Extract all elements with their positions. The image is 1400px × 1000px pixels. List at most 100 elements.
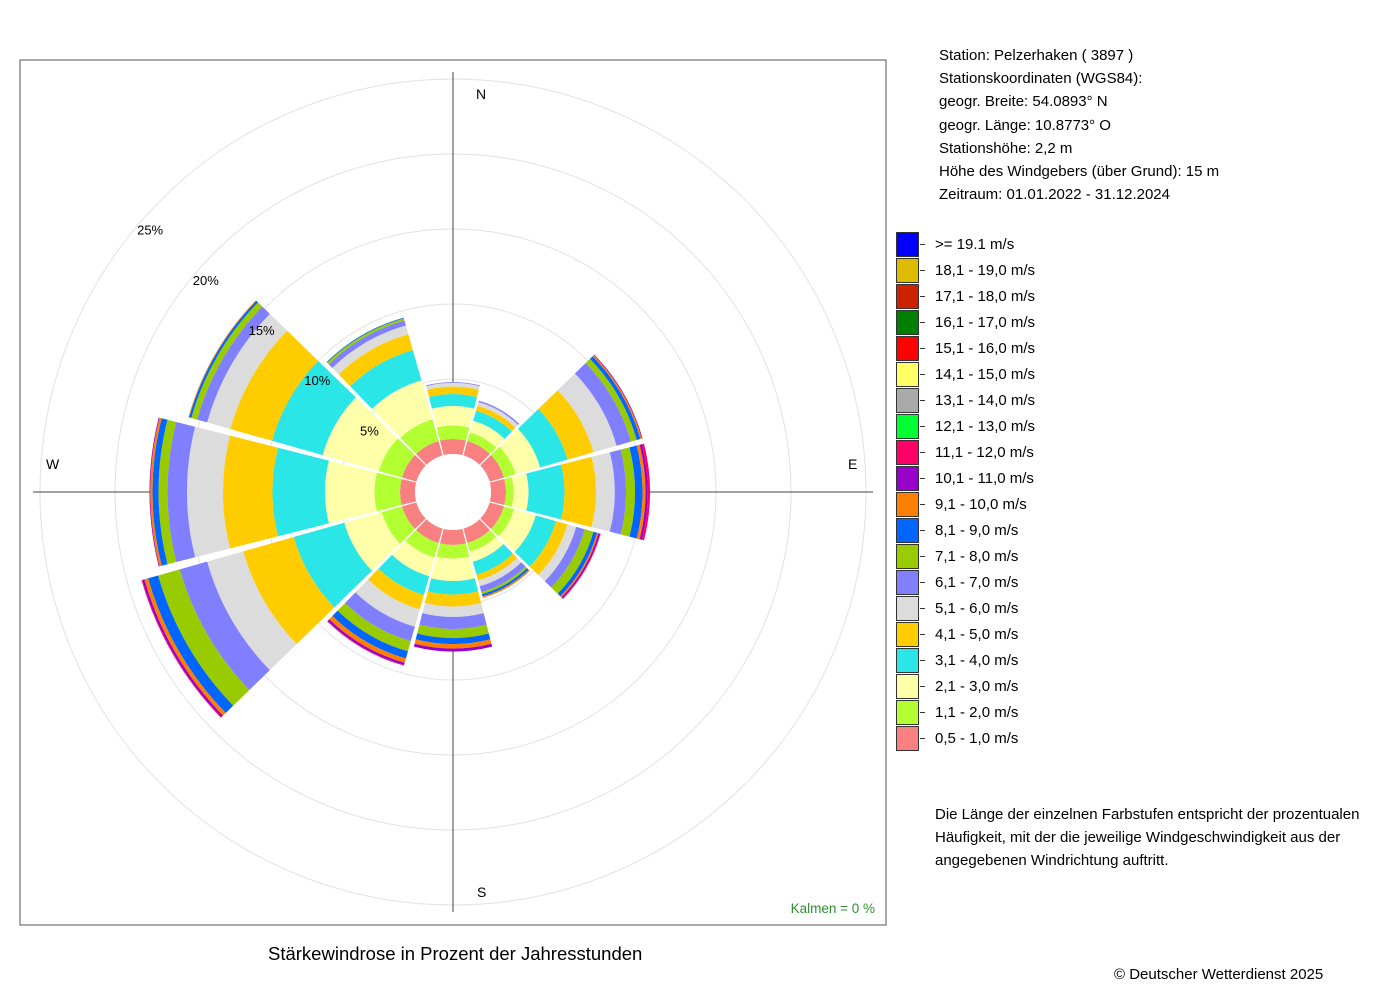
wedge-segment-sso-5 bbox=[478, 557, 522, 587]
wedge-segment-wsw-3 bbox=[293, 522, 372, 608]
wedge-segment-wsw-0 bbox=[402, 502, 426, 529]
wedge-segment-w-2 bbox=[324, 460, 377, 524]
legend-swatch bbox=[896, 414, 919, 439]
legend-label: 17,1 - 18,0 m/s bbox=[935, 288, 1036, 305]
legend-swatch bbox=[896, 310, 919, 335]
radial-tick-label-5: 5% bbox=[360, 423, 379, 438]
wedge-segment-nnw-1 bbox=[400, 419, 439, 454]
wedge-segment-s-8 bbox=[415, 633, 491, 645]
legend-tick bbox=[920, 504, 925, 505]
wedge-segment-ono-4 bbox=[538, 390, 594, 460]
legend-tick bbox=[920, 400, 925, 401]
wedge-segment-ssw-0 bbox=[416, 519, 443, 543]
radial-tick-label-15: 15% bbox=[249, 323, 275, 338]
compass-east: E bbox=[848, 456, 857, 472]
wedge-segment-n-3 bbox=[428, 393, 478, 409]
wedge-segment-o-9 bbox=[636, 444, 646, 540]
legend-swatch bbox=[896, 648, 919, 673]
station-name: Station: Pelzerhaken ( 3897 ) bbox=[939, 47, 1134, 64]
wedge-segment-nno-0 bbox=[463, 441, 490, 465]
legend-swatch bbox=[896, 700, 919, 725]
wedge-segment-oso-6 bbox=[544, 526, 585, 588]
wedge-segment-o-5 bbox=[591, 452, 615, 532]
wedge-segment-s-1 bbox=[436, 543, 470, 559]
wedge-segment-nno-2 bbox=[469, 420, 505, 448]
legend-tick bbox=[920, 374, 925, 375]
wedge-segment-nnw-4 bbox=[338, 334, 413, 387]
wedge-segment-nno-3 bbox=[473, 410, 512, 439]
wedge-segment-o-11 bbox=[641, 443, 651, 541]
wedge-segment-n-5 bbox=[426, 382, 480, 390]
wedge-segment-oso-4 bbox=[529, 521, 568, 575]
wedge-segment-wsw-4 bbox=[243, 537, 335, 644]
wedge-segment-nno-6 bbox=[478, 400, 520, 425]
wedge-segment-wsw-5 bbox=[207, 551, 297, 671]
compass-west: W bbox=[46, 456, 60, 472]
legend-tick bbox=[920, 634, 925, 635]
legend-swatch bbox=[896, 284, 919, 309]
calm-circle bbox=[415, 454, 491, 530]
wedge-segment-oso-8 bbox=[557, 531, 598, 597]
wedge-segment-ono-0 bbox=[480, 455, 504, 482]
note-line-3: angegebenen Windrichtung auftritt. bbox=[935, 852, 1169, 869]
wedge-segment-s-6 bbox=[419, 613, 487, 629]
legend-label: 9,1 - 10,0 m/s bbox=[935, 496, 1027, 513]
wedge-segment-oso-5 bbox=[538, 524, 577, 582]
wedge-segment-sso-8 bbox=[481, 568, 529, 597]
legend-label: 15,1 - 16,0 m/s bbox=[935, 340, 1036, 357]
direction-wedges bbox=[141, 300, 651, 718]
note-line-2: Häufigkeit, mit der die jeweilige Windge… bbox=[935, 829, 1341, 846]
legend-tick bbox=[920, 270, 925, 271]
wedge-segment-sso-1 bbox=[467, 530, 497, 552]
legend-tick bbox=[920, 452, 925, 453]
wedge-segment-nnw-3 bbox=[350, 350, 422, 409]
legend-label: 1,1 - 2,0 m/s bbox=[935, 704, 1019, 721]
legend-label: 14,1 - 15,0 m/s bbox=[935, 366, 1036, 383]
wedge-segment-nnw-2 bbox=[372, 380, 433, 438]
wind-rose-chart: N E S W 5% 10% 15% 20% 25% Kalmen = 0 % bbox=[19, 59, 887, 926]
legend-label: 10,1 - 11,0 m/s bbox=[935, 470, 1034, 487]
legend-label: 3,1 - 4,0 m/s bbox=[935, 652, 1019, 669]
chart-labels: N E S W 5% 10% 15% 20% 25% Kalmen = 0 % bbox=[46, 86, 875, 916]
wedge-segment-w-4 bbox=[223, 435, 279, 549]
wedge-segment-wnw-3 bbox=[272, 360, 356, 456]
legend-tick bbox=[920, 712, 925, 713]
wedge-segment-o-10 bbox=[639, 444, 648, 540]
wedge-segment-w-7 bbox=[158, 419, 177, 565]
wedge-segment-sso-7 bbox=[481, 566, 528, 595]
wedge-segment-ssw-4 bbox=[367, 568, 424, 610]
wedge-segment-o-4 bbox=[561, 456, 596, 528]
legend-swatch bbox=[896, 388, 919, 413]
legend-tick bbox=[920, 296, 925, 297]
wedge-segment-wnw-0 bbox=[402, 455, 426, 482]
radial-tick-label-25: 25% bbox=[137, 223, 163, 238]
copyright: © Deutscher Wetterdienst 2025 bbox=[1114, 966, 1324, 983]
legend-swatch bbox=[896, 570, 919, 595]
legend-swatch bbox=[896, 258, 919, 283]
wedge-segment-o-3 bbox=[526, 464, 565, 520]
legend-label: 7,1 - 8,0 m/s bbox=[935, 548, 1019, 565]
legend-tick bbox=[920, 348, 925, 349]
compass-south: S bbox=[477, 884, 486, 900]
legend-tick bbox=[920, 556, 925, 557]
wedge-segment-sso-0 bbox=[463, 519, 490, 543]
wedge-segment-nnw-0 bbox=[416, 441, 443, 465]
legend-swatch bbox=[896, 674, 919, 699]
legend-swatch bbox=[896, 440, 919, 465]
wedge-segment-ssw-9 bbox=[329, 616, 406, 663]
time-period: Zeitraum: 01.01.2022 - 31.12.2024 bbox=[939, 186, 1170, 204]
wedge-segment-oso-2 bbox=[498, 509, 536, 552]
legend-tick bbox=[920, 582, 925, 583]
legend-swatch bbox=[896, 466, 919, 491]
wedge-segment-wnw-7 bbox=[191, 302, 263, 420]
station-longitude: geogr. Länge: 10.8773° O bbox=[939, 116, 1111, 134]
wedge-segment-oso-7 bbox=[551, 529, 594, 594]
legend-swatch bbox=[896, 232, 919, 257]
wedge-segment-sso-6 bbox=[479, 562, 526, 593]
wedge-segment-n-2 bbox=[431, 406, 475, 428]
legend-swatch bbox=[896, 518, 919, 543]
wedge-segment-wnw-6 bbox=[197, 306, 270, 423]
wedge-segment-ssw-5 bbox=[355, 579, 420, 627]
wedge-segment-ono-5 bbox=[557, 373, 617, 453]
wedge-segment-nnw-5 bbox=[332, 325, 409, 375]
